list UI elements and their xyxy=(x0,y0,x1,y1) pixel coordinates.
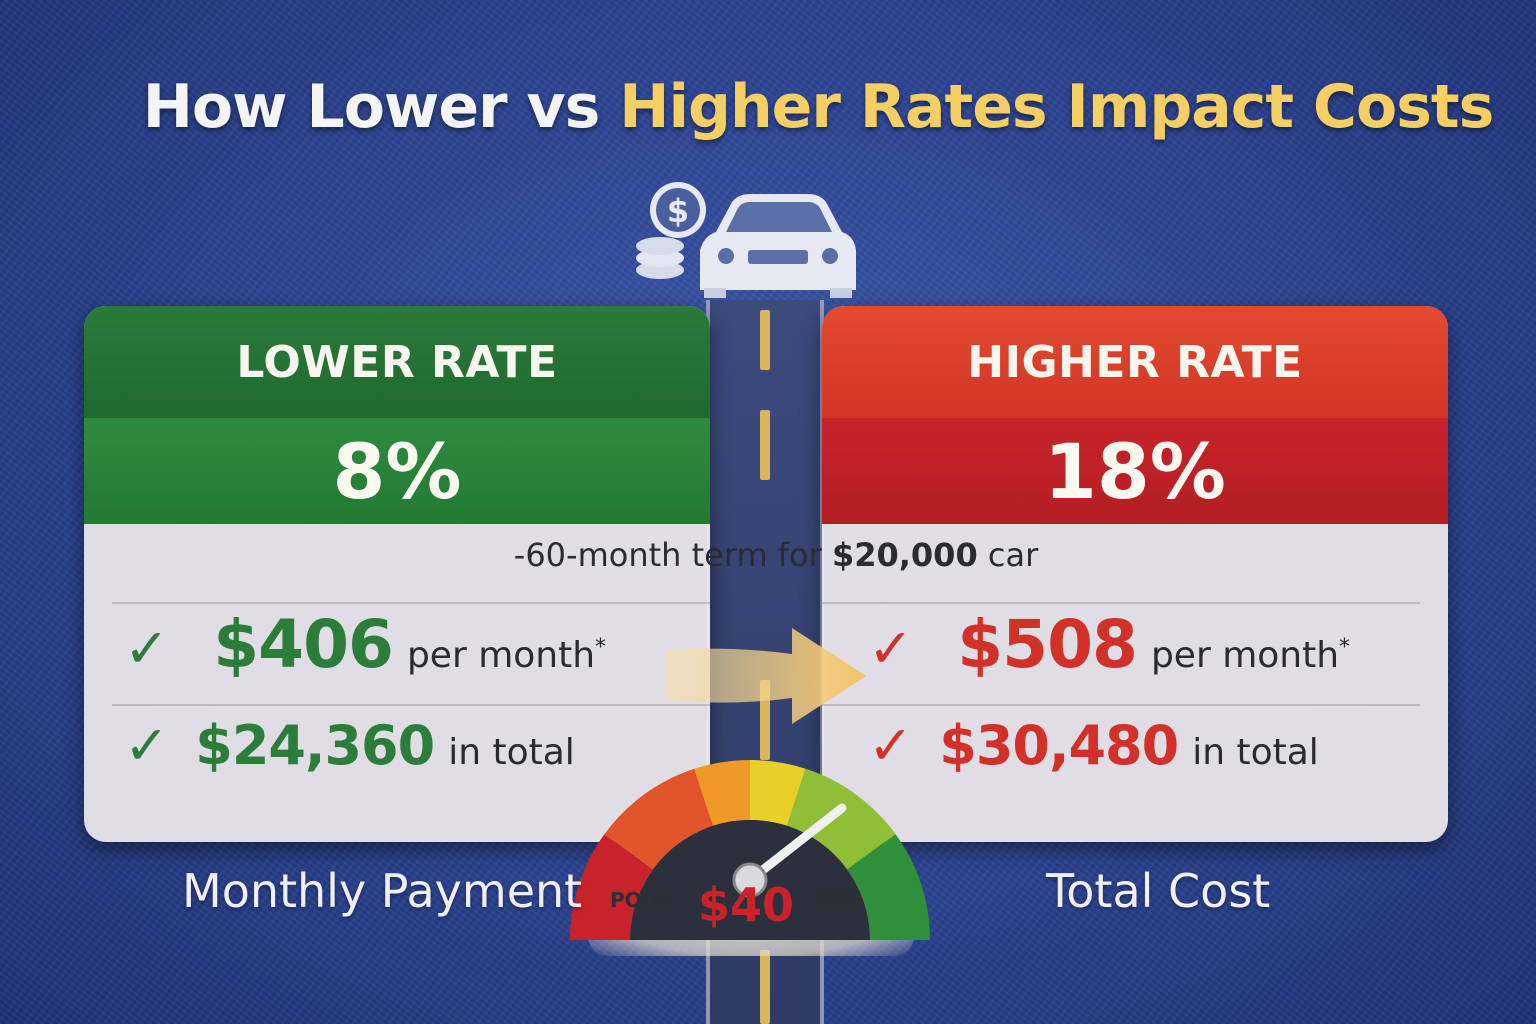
road-line xyxy=(760,950,770,1024)
road-line xyxy=(760,680,770,760)
higher-monthly-row: ✓ $508 per month* xyxy=(868,606,1350,683)
divider xyxy=(112,602,710,604)
higher-rate-card: HIGHER RATE 18% ✓ $508 per month* ✓ $30,… xyxy=(822,306,1448,842)
lower-total-row: ✓ $24,360 in total xyxy=(124,714,575,777)
gauge-right-label: 900 xyxy=(816,886,862,911)
lower-monthly-amount: $406 xyxy=(213,606,394,683)
checkmark-icon: ✓ xyxy=(124,714,170,777)
lower-monthly-footnote-mark: * xyxy=(595,635,607,660)
loan-term-prefix: -60-month term for xyxy=(513,536,832,574)
divider xyxy=(112,704,710,706)
lower-monthly-unit-text: per month xyxy=(406,635,596,676)
total-cost-caption: Total Cost xyxy=(1046,864,1271,918)
page-title: How Lower vs Higher Rates Impact Costs xyxy=(0,72,1536,142)
higher-rate-heading: HIGHER RATE xyxy=(822,306,1448,418)
svg-text:$: $ xyxy=(667,192,689,230)
lower-total-amount: $24,360 xyxy=(195,714,435,777)
higher-monthly-unit: per month* xyxy=(1151,635,1350,676)
higher-monthly-unit-text: per month xyxy=(1150,635,1340,676)
checkmark-icon: ✓ xyxy=(868,714,914,777)
checkmark-icon: ✓ xyxy=(124,617,170,680)
gauge-value: $40 xyxy=(698,878,795,932)
loan-term-amount: $20,000 xyxy=(831,536,978,574)
higher-rate-value: 18% xyxy=(822,418,1448,524)
higher-total-amount: $30,480 xyxy=(939,714,1179,777)
speedometer-gauge-icon xyxy=(570,760,930,940)
gauge-left-label: POUR xyxy=(610,888,674,912)
higher-total-unit: in total xyxy=(1192,732,1319,773)
divider xyxy=(822,602,1420,604)
higher-monthly-footnote-mark: * xyxy=(1339,635,1351,660)
lower-rate-value: 8% xyxy=(84,418,710,524)
title-part-higher: Higher Rates Impact Costs xyxy=(619,72,1494,142)
arrow-right-icon xyxy=(666,628,866,724)
lower-monthly-row: ✓ $406 per month* xyxy=(124,606,606,683)
lower-monthly-unit: per month* xyxy=(407,635,606,676)
monthly-payment-caption: Monthly Payment xyxy=(182,864,583,918)
title-part-lower: How Lower vs xyxy=(142,72,620,142)
higher-total-row: ✓ $30,480 in total xyxy=(868,714,1319,777)
checkmark-icon: ✓ xyxy=(868,617,914,680)
road-line xyxy=(760,310,770,370)
lower-rate-heading: LOWER RATE xyxy=(84,306,710,418)
higher-monthly-amount: $508 xyxy=(957,606,1138,683)
loan-term-suffix: car xyxy=(977,536,1039,574)
dollar-coin-icon: $ xyxy=(636,182,706,279)
road-line xyxy=(760,410,770,480)
divider xyxy=(822,704,1420,706)
car-icon: $ xyxy=(636,182,856,298)
lower-rate-card: LOWER RATE 8% ✓ $406 per month* ✓ $24,36… xyxy=(84,306,710,842)
lower-total-unit: in total xyxy=(448,732,575,773)
loan-term-note: -60-month term for $20,000 car xyxy=(0,536,1536,574)
